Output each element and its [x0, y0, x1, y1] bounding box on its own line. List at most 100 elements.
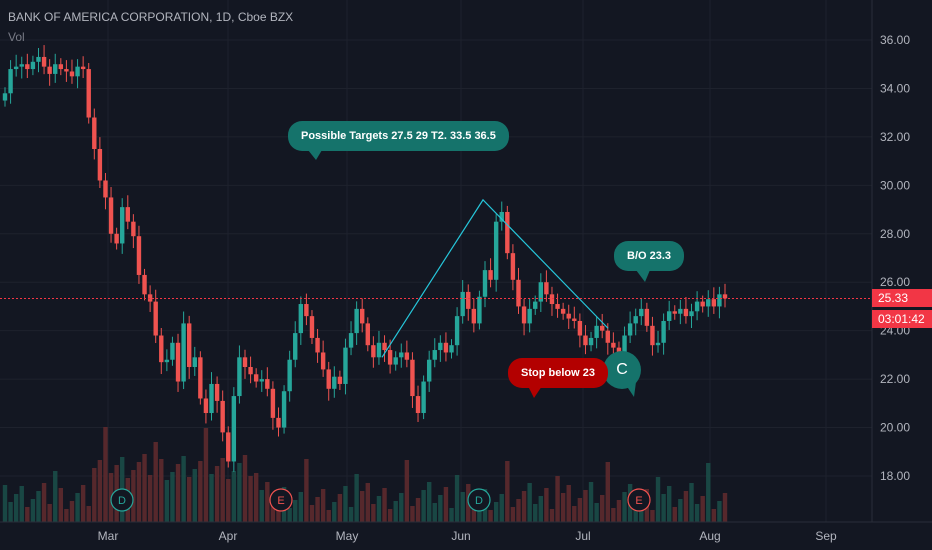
candle-body: [577, 320, 583, 336]
candle-body: [287, 359, 292, 392]
volume-bar: [170, 472, 175, 522]
candle-body: [64, 69, 69, 72]
volume-bar: [220, 458, 225, 522]
candle-body: [706, 299, 711, 307]
volume-bar: [454, 475, 460, 522]
event-marker-circle: [627, 488, 651, 512]
candle-body: [415, 396, 421, 414]
volume-bar: [159, 459, 164, 522]
candle-body: [443, 342, 449, 353]
price-tick-label: 22.00: [880, 372, 910, 386]
candle-body: [426, 359, 432, 382]
candle-body: [136, 236, 142, 275]
volume-bar: [2, 485, 8, 522]
candle-body: [533, 301, 538, 309]
candle-body: [226, 432, 231, 462]
volume-bar: [376, 496, 382, 522]
breakout-bubble-tail: [636, 270, 650, 282]
candle-body: [253, 374, 259, 382]
candle-body: [164, 359, 170, 363]
volume-bar: [706, 463, 711, 522]
candle-body: [616, 347, 622, 353]
volume-bar: [382, 488, 387, 522]
volume-bar: [566, 485, 571, 522]
volume-bar: [449, 508, 454, 522]
candlestick-series: [2, 45, 728, 472]
volume-bar: [226, 479, 231, 522]
countdown-tag: 03:01:42: [872, 310, 932, 328]
candle-body: [192, 357, 197, 367]
candle-body: [293, 333, 298, 360]
candle-body: [69, 71, 75, 77]
candle-body: [170, 342, 175, 360]
candle-body: [404, 352, 410, 360]
volume-bar: [64, 509, 69, 522]
volume-bar: [92, 468, 97, 522]
candle-body: [186, 323, 192, 367]
candle-body: [36, 56, 41, 62]
price-tick-label: 30.00: [880, 178, 910, 192]
candle-body: [86, 69, 91, 118]
volume-histogram: [2, 427, 728, 522]
candle-body: [683, 308, 689, 317]
candle-body: [700, 301, 705, 307]
candle-body: [214, 383, 220, 401]
point-c-label[interactable]: C: [616, 361, 628, 378]
volume-bar: [320, 489, 326, 522]
candle-body: [326, 369, 331, 389]
candle-body: [538, 282, 544, 302]
volume-bar: [516, 499, 521, 522]
volume-bar: [248, 476, 253, 522]
candle-body: [97, 149, 103, 181]
event-marker-label: D: [118, 495, 126, 507]
candle-body: [717, 294, 722, 307]
candle-body: [270, 388, 276, 418]
candle-body: [75, 66, 80, 77]
candle-body: [454, 316, 460, 346]
candle-body: [560, 308, 566, 314]
candle-body: [655, 342, 661, 346]
candle-body: [360, 308, 365, 324]
candle-body: [555, 304, 560, 309]
volume-bar: [538, 496, 544, 522]
targets-annotation[interactable]: Possible Targets 27.5 29 T2. 33.5 36.5: [288, 121, 509, 151]
time-axis[interactable]: Mar Apr May Jun Jul Aug Sep: [98, 529, 837, 543]
candle-body: [354, 308, 359, 334]
volume-bar: [198, 461, 203, 522]
volume-bar: [142, 454, 147, 522]
volume-bar: [326, 510, 331, 522]
volume-bar: [505, 461, 510, 522]
volume-label: Vol: [8, 30, 25, 44]
volume-bar: [717, 501, 722, 522]
candle-body: [53, 64, 58, 74]
volume-bar: [549, 509, 555, 522]
volume-bar: [393, 501, 398, 522]
stop-annotation[interactable]: Stop below 23: [508, 358, 608, 388]
event-marker-circle: [269, 488, 293, 512]
volume-bar: [253, 473, 259, 522]
volume-bar: [103, 427, 108, 522]
volume-bar: [510, 507, 516, 522]
volume-bar: [75, 493, 80, 522]
volume-bar: [616, 500, 622, 522]
volume-bar: [410, 506, 415, 522]
volume-bar: [711, 509, 717, 522]
volume-bar: [69, 501, 75, 522]
candle-body: [689, 311, 694, 317]
breakout-annotation[interactable]: B/O 23.3: [614, 241, 685, 271]
candle-body: [142, 274, 147, 295]
event-marker-label: E: [635, 495, 642, 507]
candle-body: [315, 337, 320, 353]
candle-body: [387, 350, 393, 365]
candle-body: [488, 270, 493, 280]
volume-bar: [97, 460, 103, 522]
candle-body: [320, 352, 326, 370]
candle-body: [304, 304, 309, 317]
candle-body: [348, 333, 354, 348]
trendline-pattern: [381, 198, 609, 358]
time-tick-label: Jun: [451, 529, 470, 543]
volume-bar: [583, 490, 588, 522]
volume-bar: [360, 491, 365, 522]
candle-body: [259, 379, 264, 382]
